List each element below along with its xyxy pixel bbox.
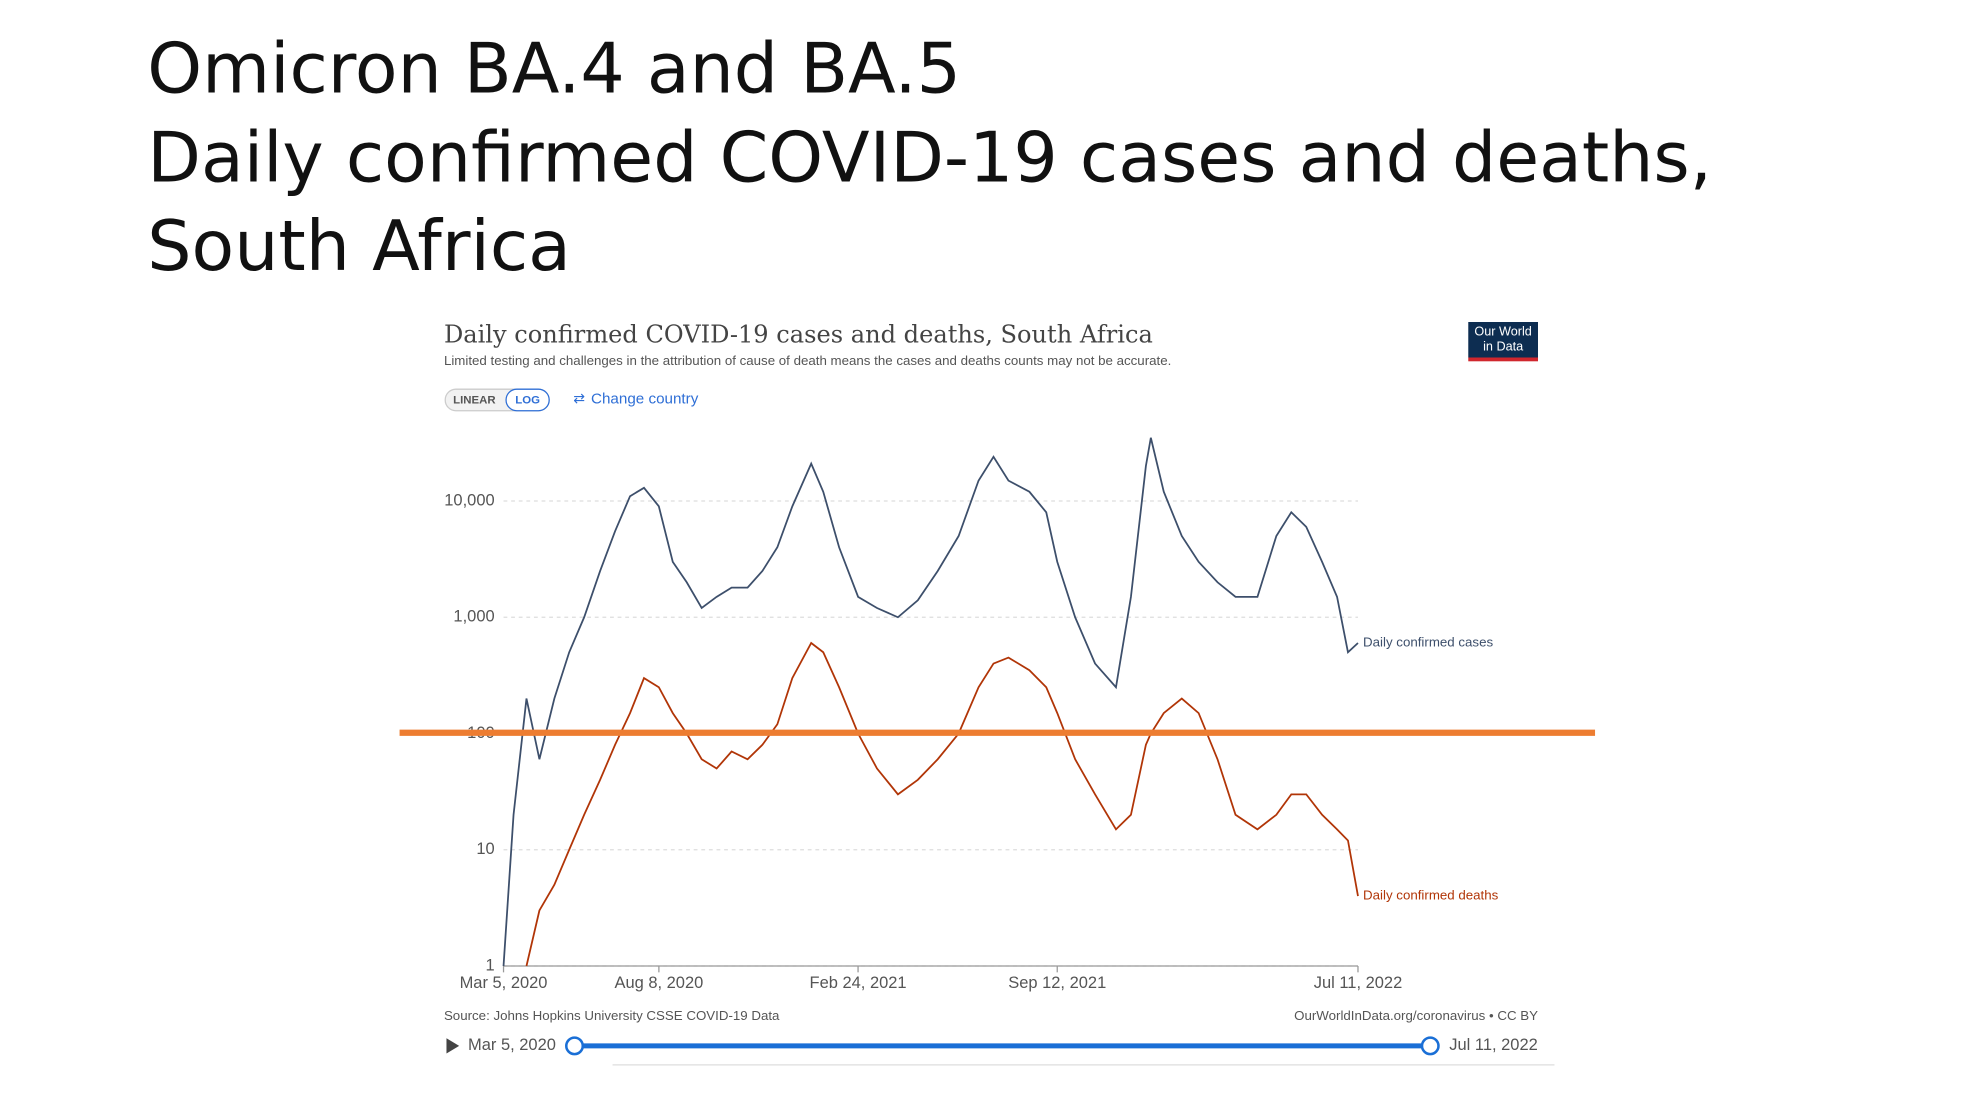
series-line [525,641,1359,967]
logo-text: Our World [1474,324,1531,338]
x-tick-label: Jul 11, 2022 [1314,974,1403,992]
logo [1468,322,1538,358]
x-tick-label: Aug 8, 2020 [614,974,703,992]
change-country[interactable]: Change country [591,390,699,407]
timeline-handle[interactable] [565,1036,585,1056]
source: Source: Johns Hopkins University CSSE CO… [444,1008,780,1023]
y-tick-label: 10 [476,840,494,858]
linear-button[interactable]: LINEAR [453,395,495,407]
x-tick-label: Sep 12, 2021 [1008,974,1106,992]
y-tick-label: 10,000 [444,491,494,509]
slide-title: Omicron BA.4 and BA.5 [147,29,961,110]
timeline-end: Jul 11, 2022 [1449,1036,1538,1054]
series-label: Daily confirmed deaths [1363,888,1499,903]
log-label[interactable]: LOG [515,395,540,407]
timeline-handle[interactable] [1420,1036,1440,1056]
x-tick-label: Feb 24, 2021 [810,974,907,992]
chart-title: Daily confirmed COVID-19 cases and death… [444,320,1153,348]
slide-title: South Africa [147,206,571,287]
play-button[interactable] [446,1038,460,1054]
y-tick-label: 1,000 [453,608,494,626]
y-tick-label: 1 [485,956,494,974]
chart-subtitle: Limited testing and challenges in the at… [444,353,1171,368]
change-icon[interactable]: ⇄ [573,390,585,406]
series-label: Daily confirmed cases [1363,635,1493,650]
logo-bar [1468,357,1538,362]
credit: OurWorldInData.org/coronavirus • CC BY [1294,1008,1538,1023]
timeline-start: Mar 5, 2020 [468,1036,556,1054]
logo-text: in Data [1483,340,1524,354]
series-line [502,437,1359,967]
slide-title: Daily confirmed COVID-19 cases and death… [147,117,1712,198]
log-button[interactable] [505,388,550,412]
x-tick-label: Mar 5, 2020 [460,974,548,992]
